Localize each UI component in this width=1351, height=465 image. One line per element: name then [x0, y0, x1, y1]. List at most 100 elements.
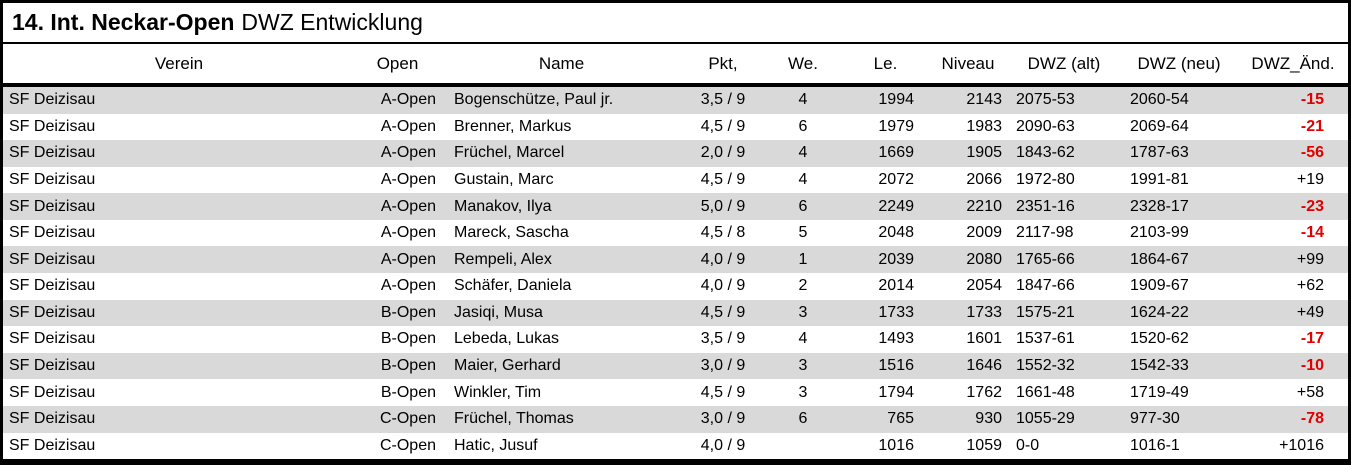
cell-niveau: 1905 [966, 144, 1002, 162]
column-header-dwz-alt: DWZ (alt) [1027, 53, 1101, 73]
cell-name: Gustain, Marc [454, 171, 554, 189]
table-row: SF Deizisau A-Open Mareck, Sascha 4,5 / 8 5 2… [3, 219, 1348, 247]
cell-niveau: 1762 [966, 383, 1002, 401]
cell-dwz-alt: 1055-29 [1016, 410, 1075, 428]
cell-niveau: 1983 [966, 117, 1002, 135]
cell-dwz-aend: -14 [1300, 224, 1324, 242]
cell-le: 1794 [878, 383, 914, 401]
cell-dwz-alt: 1552-32 [1016, 357, 1075, 375]
title-subtitle: DWZ Entwicklung [241, 9, 423, 35]
table-header: Verein Open Name Pkt, We. Le. Niveau DWZ… [3, 44, 1348, 87]
cell-dwz-aend: -78 [1300, 410, 1324, 428]
cell-pkt: 3,0 / 9 [700, 357, 746, 375]
cell-we: 4 [798, 330, 808, 348]
cell-dwz-alt: 0-0 [1016, 436, 1040, 454]
cell-open: A-Open [380, 144, 436, 162]
cell-dwz-aend: -56 [1300, 144, 1324, 162]
cell-verein: SF Deizisau [9, 383, 96, 401]
cell-verein: SF Deizisau [9, 91, 96, 109]
cell-verein: SF Deizisau [9, 436, 96, 454]
cell-pkt: 3,5 / 9 [700, 330, 746, 348]
cell-open: A-Open [380, 91, 436, 109]
table-row: SF Deizisau B-Open Winkler, Tim 4,5 / 9 3 179… [3, 379, 1348, 406]
cell-dwz-aend: -10 [1300, 357, 1324, 375]
cell-open: A-Open [380, 117, 436, 135]
cell-verein: SF Deizisau [9, 224, 96, 242]
column-header-le: Le. [873, 53, 898, 73]
cell-open: C-Open [379, 436, 436, 454]
page-title: 14. Int. Neckar-Open DWZ Entwicklung [3, 3, 1348, 44]
cell-verein: SF Deizisau [9, 357, 96, 375]
cell-open: C-Open [379, 410, 436, 428]
cell-we: 3 [798, 303, 808, 321]
cell-dwz-neu: 1719-49 [1130, 383, 1189, 401]
cell-le: 2048 [878, 224, 914, 242]
cell-dwz-neu: 1991-81 [1130, 171, 1189, 189]
cell-pkt: 4,5 / 9 [700, 117, 746, 135]
cell-pkt: 3,5 / 9 [700, 91, 746, 109]
cell-name: Brenner, Markus [454, 117, 572, 135]
cell-dwz-alt: 2090-63 [1016, 117, 1075, 135]
cell-dwz-alt: 1537-61 [1016, 330, 1075, 348]
cell-we: 5 [798, 224, 808, 242]
table-row: SF Deizisau A-Open Manakov, Ilya 5,0 / 9 6 22… [3, 193, 1348, 220]
cell-dwz-aend: -21 [1300, 117, 1324, 135]
cell-niveau: 1733 [966, 303, 1002, 321]
cell-niveau: 1601 [966, 330, 1002, 348]
table-row: SF Deizisau A-Open Brenner, Markus 4,5 / 9 6… [3, 113, 1348, 141]
column-header-verein: Verein [154, 53, 204, 73]
cell-we: 4 [798, 144, 808, 162]
cell-niveau: 2080 [966, 250, 1002, 268]
cell-name: Früchel, Marcel [454, 144, 565, 162]
column-header-pkt: Pkt, [708, 53, 738, 73]
cell-le: 1669 [878, 144, 914, 162]
cell-niveau: 2066 [966, 171, 1002, 189]
table-row: SF Deizisau C-Open Hatic, Jusuf 4,0 / 9 1016… [3, 432, 1348, 459]
cell-dwz-alt: 2351-16 [1016, 197, 1075, 215]
cell-verein: SF Deizisau [9, 250, 96, 268]
cell-open: B-Open [380, 383, 436, 401]
cell-dwz-aend: +58 [1296, 383, 1324, 401]
table-row: SF Deizisau A-Open Früchel, Marcel 2,0 / 9 4… [3, 140, 1348, 167]
cell-le: 1516 [878, 357, 914, 375]
cell-dwz-neu: 977-30 [1130, 410, 1180, 428]
cell-open: A-Open [380, 250, 436, 268]
cell-verein: SF Deizisau [9, 277, 96, 295]
cell-dwz-aend: -15 [1300, 91, 1324, 109]
table-row: SF Deizisau B-Open Jasiqi, Musa 4,5 / 9 3 173… [3, 299, 1348, 327]
cell-le: 2072 [878, 171, 914, 189]
cell-name: Maier, Gerhard [454, 357, 561, 375]
cell-le: 2039 [878, 250, 914, 268]
column-header-dwz-neu: DWZ (neu) [1137, 53, 1221, 73]
column-header-niveau: Niveau [941, 53, 995, 73]
cell-we: 3 [798, 383, 808, 401]
cell-dwz-neu: 1864-67 [1130, 250, 1189, 268]
cell-name: Winkler, Tim [454, 383, 542, 401]
cell-open: A-Open [380, 171, 436, 189]
table-body: SF Deizisau A-Open Bogenschütze, Paul jr. 3… [3, 87, 1348, 459]
cell-dwz-alt: 2117-98 [1016, 224, 1074, 242]
cell-dwz-alt: 2075-53 [1016, 91, 1075, 109]
cell-open: A-Open [380, 224, 436, 242]
cell-dwz-neu: 1520-62 [1130, 330, 1189, 348]
cell-dwz-aend: +62 [1296, 277, 1324, 295]
cell-open: B-Open [380, 330, 436, 348]
cell-open: A-Open [380, 277, 436, 295]
cell-dwz-aend: -17 [1300, 330, 1324, 348]
cell-we: 6 [798, 410, 808, 428]
cell-verein: SF Deizisau [9, 171, 96, 189]
cell-name: Mareck, Sascha [454, 224, 569, 242]
cell-dwz-alt: 1847-66 [1016, 277, 1075, 295]
column-header-dwz-aend: DWZ_Änd. [1251, 53, 1335, 73]
cell-dwz-alt: 1843-62 [1016, 144, 1075, 162]
table-row: SF Deizisau B-Open Lebeda, Lukas 3,5 / 9 4 14… [3, 326, 1348, 353]
cell-dwz-alt: 1972-80 [1016, 171, 1075, 189]
cell-dwz-alt: 1575-21 [1016, 303, 1075, 321]
table-row: SF Deizisau A-Open Gustain, Marc 4,5 / 9 4 20… [3, 166, 1348, 194]
cell-we: 2 [798, 277, 808, 295]
cell-we: 6 [798, 197, 808, 215]
cell-name: Früchel, Thomas [454, 410, 574, 428]
cell-we: 3 [798, 357, 808, 375]
cell-dwz-aend: +1016 [1279, 436, 1324, 454]
cell-le: 1733 [878, 303, 914, 321]
